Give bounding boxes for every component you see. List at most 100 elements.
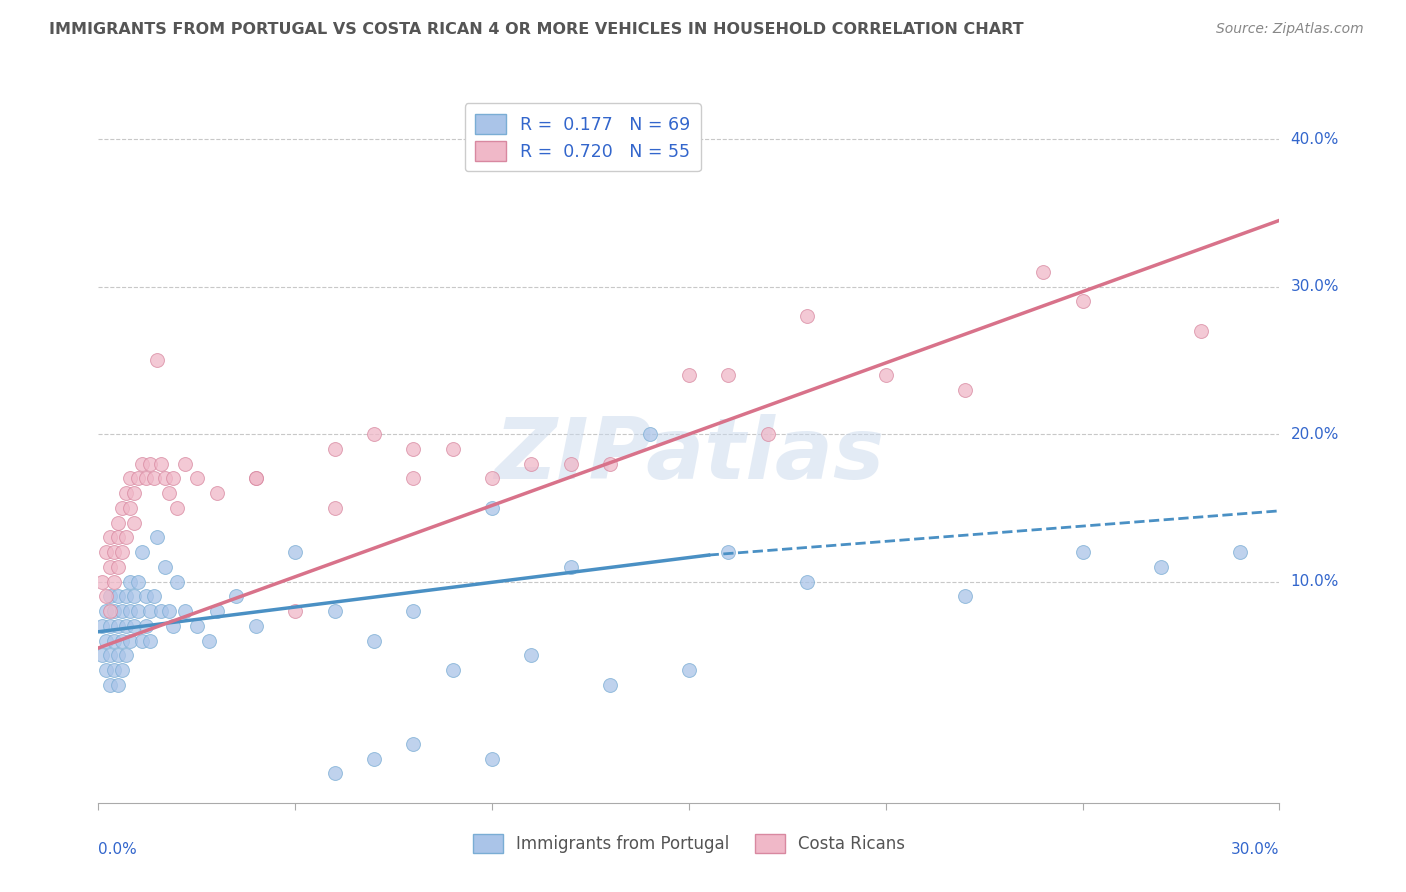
Point [441,663,464,677]
Point [953,383,976,397]
Point [115,530,138,544]
Point [402,442,425,456]
Point [245,619,267,633]
Point [122,590,145,604]
Point [96,633,118,648]
Point [363,633,385,648]
Point [107,530,129,544]
Point [155,471,177,485]
Point [323,500,346,515]
Point [122,516,145,530]
Text: 20.0%: 20.0% [1291,426,1339,442]
Point [103,604,125,618]
Text: 40.0%: 40.0% [1291,132,1339,147]
Point [103,663,125,677]
Point [111,663,134,677]
Point [166,500,188,515]
Point [98,560,121,574]
Point [118,604,141,618]
Point [1229,545,1251,559]
Point [142,590,165,604]
Point [402,604,425,618]
Point [103,633,125,648]
Point [103,545,125,559]
Point [638,427,661,442]
Text: 30.0%: 30.0% [1232,842,1279,856]
Point [98,619,121,633]
Point [118,574,141,589]
Point [205,486,228,500]
Point [96,545,118,559]
Text: ZIPatlas: ZIPatlas [494,415,884,498]
Point [186,619,208,633]
Point [96,590,118,604]
Point [162,619,184,633]
Point [138,633,160,648]
Point [323,604,346,618]
Point [441,442,464,456]
Point [157,604,180,618]
Point [363,427,385,442]
Point [142,471,165,485]
Point [953,590,976,604]
Point [96,604,118,618]
Point [146,353,169,368]
Point [131,633,153,648]
Point [323,766,346,780]
Point [717,368,740,383]
Point [122,619,145,633]
Point [98,604,121,618]
Point [107,516,129,530]
Point [363,751,385,765]
Point [155,560,177,574]
Point [127,604,149,618]
Point [115,590,138,604]
Point [174,457,197,471]
Point [118,500,141,515]
Legend: Immigrants from Portugal, Costa Ricans: Immigrants from Portugal, Costa Ricans [467,827,911,860]
Point [678,663,700,677]
Point [127,574,149,589]
Point [98,648,121,663]
Point [111,633,134,648]
Point [599,678,621,692]
Point [115,486,138,500]
Point [323,442,346,456]
Point [131,545,153,559]
Point [131,457,153,471]
Text: 0.0%: 0.0% [98,842,138,856]
Point [107,590,129,604]
Point [520,648,543,663]
Point [599,457,621,471]
Point [103,574,125,589]
Point [1071,545,1094,559]
Point [186,471,208,485]
Point [174,604,197,618]
Point [98,530,121,544]
Point [205,604,228,618]
Point [138,604,160,618]
Point [135,619,157,633]
Text: 30.0%: 30.0% [1291,279,1339,294]
Text: 10.0%: 10.0% [1291,574,1339,589]
Point [560,560,582,574]
Point [98,590,121,604]
Point [91,574,114,589]
Point [122,486,145,500]
Point [146,530,169,544]
Point [111,500,134,515]
Point [111,545,134,559]
Point [98,678,121,692]
Point [245,471,267,485]
Point [197,633,219,648]
Point [150,457,173,471]
Point [520,457,543,471]
Point [107,619,129,633]
Point [875,368,897,383]
Point [138,457,160,471]
Point [245,471,267,485]
Point [284,604,307,618]
Point [560,457,582,471]
Text: Source: ZipAtlas.com: Source: ZipAtlas.com [1216,22,1364,37]
Point [91,619,114,633]
